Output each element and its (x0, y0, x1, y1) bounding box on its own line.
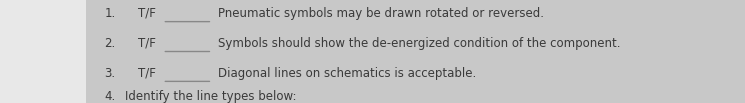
Text: Identify the line types below:: Identify the line types below: (125, 90, 297, 103)
Text: 4.: 4. (104, 90, 115, 103)
Text: Pneumatic symbols may be drawn rotated or reversed.: Pneumatic symbols may be drawn rotated o… (218, 7, 544, 20)
Text: 3.: 3. (104, 67, 115, 80)
Text: 1.: 1. (104, 7, 115, 20)
Text: Diagonal lines on schematics is acceptable.: Diagonal lines on schematics is acceptab… (218, 67, 476, 80)
Text: T/F: T/F (138, 37, 156, 50)
Bar (0, 0, 86, 103)
Text: T/F: T/F (138, 7, 156, 20)
Text: 2.: 2. (104, 37, 115, 50)
Text: T/F: T/F (138, 67, 156, 80)
Text: Symbols should show the de-energized condition of the component.: Symbols should show the de-energized con… (218, 37, 620, 50)
